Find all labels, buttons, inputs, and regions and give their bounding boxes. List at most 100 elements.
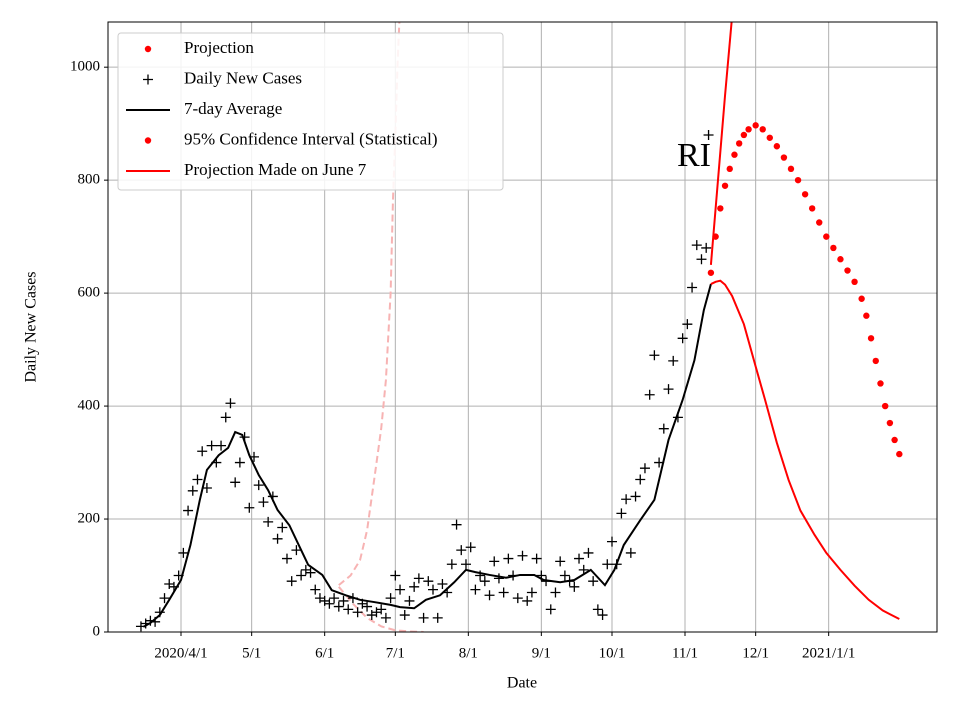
plus-marker — [324, 598, 335, 609]
x-tick-label: 9/1 — [532, 645, 551, 661]
dot — [844, 267, 851, 274]
dot — [872, 357, 879, 365]
plus-marker — [498, 587, 509, 598]
dot — [867, 335, 875, 342]
plus-marker — [197, 446, 208, 457]
y-axis-label: Daily New Cases — [23, 271, 40, 382]
plus-marker — [522, 595, 533, 606]
legend-label: 7-day Average — [184, 99, 282, 118]
plus-marker — [380, 612, 391, 623]
x-tick-label: 2020/4/1 — [154, 645, 207, 661]
legend-marker — [144, 45, 152, 53]
plus-marker — [329, 593, 340, 604]
dot — [731, 151, 738, 158]
legend-marker — [143, 74, 153, 85]
plus-marker — [479, 576, 490, 587]
plus-marker — [460, 559, 471, 570]
plus-marker — [630, 491, 641, 502]
plus-marker — [606, 536, 617, 547]
dot — [794, 176, 802, 184]
plus-marker — [376, 604, 387, 615]
plus-marker — [187, 485, 198, 496]
plus-marker — [352, 607, 363, 618]
dot — [896, 450, 903, 458]
dot — [752, 122, 759, 129]
legend-label: Projection — [184, 38, 254, 57]
x-tick-label: 8/1 — [459, 645, 478, 661]
plot-area — [135, 22, 903, 632]
line — [710, 279, 900, 620]
dot — [877, 380, 884, 387]
plus-marker — [625, 547, 636, 558]
plus-marker — [668, 355, 679, 366]
plus-marker — [277, 522, 288, 533]
line — [709, 22, 733, 265]
plus-marker — [701, 242, 712, 253]
plus-marker — [691, 240, 702, 251]
dot — [707, 269, 715, 276]
plus-marker — [639, 463, 650, 474]
plus-marker — [451, 519, 462, 530]
plus-marker — [592, 604, 603, 615]
legend-label: Daily New Cases — [184, 68, 302, 87]
plus-marker — [258, 497, 269, 508]
plus-marker — [234, 457, 245, 468]
plus-marker — [230, 477, 241, 488]
plus-marker — [512, 593, 523, 604]
plus-marker — [456, 545, 467, 556]
plus-marker — [644, 389, 655, 400]
y-tick-label: 1000 — [70, 59, 100, 75]
plus-marker — [588, 576, 599, 587]
plus-marker — [658, 423, 669, 434]
plus-marker — [446, 559, 457, 570]
plus-marker — [635, 474, 646, 485]
x-tick-label: 11/1 — [672, 645, 698, 661]
dot — [766, 134, 773, 141]
x-tick-label: 5/1 — [242, 645, 261, 661]
legend-box — [117, 32, 504, 191]
plus-marker — [272, 533, 283, 544]
plus-marker — [602, 559, 613, 570]
plus-marker — [206, 440, 217, 451]
plus-marker — [489, 556, 500, 567]
plus-marker — [687, 282, 698, 293]
plus-marker — [418, 612, 429, 623]
dot — [735, 140, 743, 147]
plus-marker — [574, 553, 585, 564]
plus-marker — [192, 474, 203, 485]
annotation: RI — [677, 137, 711, 174]
plus-marker — [677, 333, 688, 344]
plus-marker — [225, 398, 236, 409]
plus-marker — [310, 584, 321, 595]
plus-marker — [338, 595, 349, 606]
plus-marker — [409, 581, 420, 592]
dot — [745, 126, 752, 133]
plus-marker — [470, 584, 481, 595]
dot — [830, 244, 837, 252]
plus-marker — [263, 516, 274, 527]
plus-marker — [390, 570, 401, 581]
dot — [816, 219, 823, 226]
plus-marker — [362, 601, 373, 612]
dot — [881, 402, 889, 410]
plus-marker — [465, 542, 476, 553]
plus-marker — [253, 480, 264, 491]
dot — [721, 182, 729, 189]
legend-label: Projection Made on June 7 — [184, 160, 367, 179]
plus-marker — [385, 593, 396, 604]
dot — [740, 131, 748, 139]
dot — [726, 165, 733, 173]
x-tick-label: 7/1 — [386, 645, 405, 661]
plus-marker — [682, 319, 693, 330]
dot — [787, 165, 795, 173]
plus-marker — [291, 545, 302, 556]
dashed-line — [338, 586, 424, 632]
y-tick-label: 800 — [78, 172, 101, 188]
plus-marker — [404, 595, 415, 606]
dot — [823, 233, 830, 240]
legend: Projection Daily New Cases 7-day Average 95… — [117, 32, 504, 191]
dot — [759, 126, 766, 133]
y-tick-label: 600 — [78, 285, 101, 301]
plus-marker — [517, 550, 528, 561]
